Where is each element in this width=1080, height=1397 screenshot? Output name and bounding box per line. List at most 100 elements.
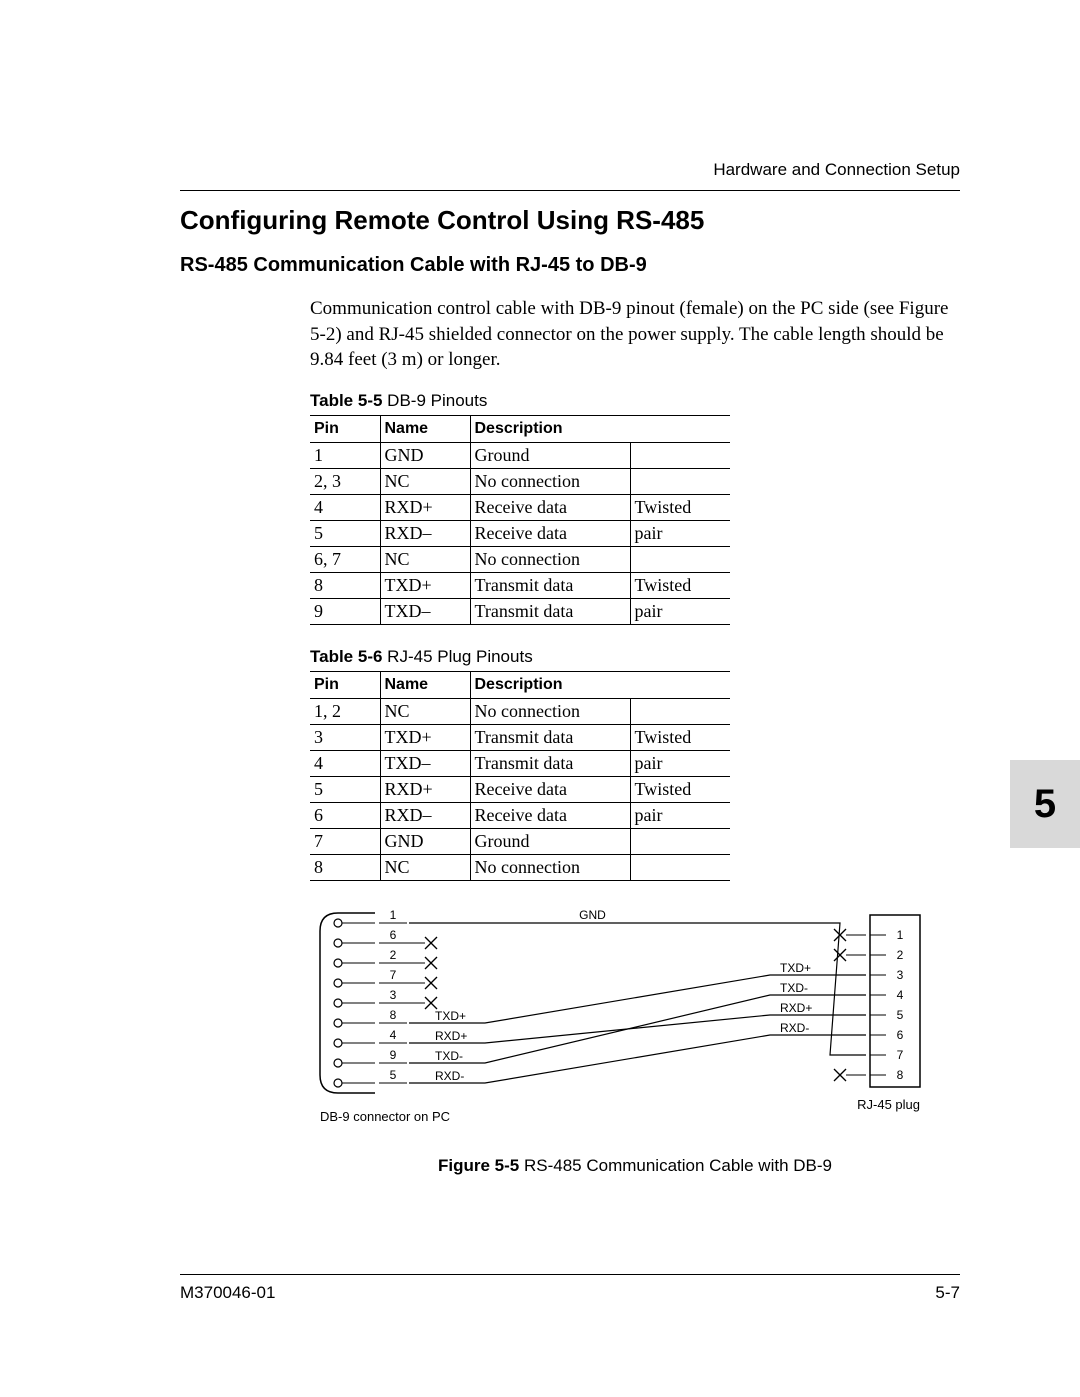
table-row: 6, 7NCNo connection bbox=[310, 546, 730, 572]
table-row: 4TXD–Transmit datapair bbox=[310, 750, 730, 776]
cell-pin: 5 bbox=[310, 520, 380, 546]
th-pin: Pin bbox=[310, 415, 380, 442]
svg-text:DB-9 connector on PC: DB-9 connector on PC bbox=[320, 1109, 450, 1124]
cell-pin: 7 bbox=[310, 828, 380, 854]
svg-text:GND: GND bbox=[579, 908, 606, 922]
cell-name: RXD+ bbox=[380, 776, 470, 802]
cell-desc: Receive data bbox=[470, 520, 630, 546]
cell-name: GND bbox=[380, 828, 470, 854]
cell-desc: Receive data bbox=[470, 802, 630, 828]
cell-pin: 2, 3 bbox=[310, 468, 380, 494]
table-row: 2, 3NCNo connection bbox=[310, 468, 730, 494]
cell-name: TXD+ bbox=[380, 572, 470, 598]
svg-text:RXD-: RXD- bbox=[435, 1069, 464, 1083]
svg-text:TXD+: TXD+ bbox=[780, 961, 811, 975]
cell-pin: 5 bbox=[310, 776, 380, 802]
cell-name: TXD– bbox=[380, 598, 470, 624]
table-header-row: Pin Name Description bbox=[310, 671, 730, 698]
cell-note bbox=[630, 546, 730, 572]
cell-name: NC bbox=[380, 546, 470, 572]
footer-page-number: 5-7 bbox=[935, 1283, 960, 1303]
table-db9-caption-label: Table 5-5 bbox=[310, 391, 382, 410]
cell-name: NC bbox=[380, 698, 470, 724]
footer-doc-number: M370046-01 bbox=[180, 1283, 275, 1303]
table-rj45: Pin Name Description 1, 2NCNo connection… bbox=[310, 671, 730, 881]
th-desc: Description bbox=[470, 415, 730, 442]
cell-pin: 1, 2 bbox=[310, 698, 380, 724]
cell-name: RXD– bbox=[380, 520, 470, 546]
cell-note bbox=[630, 468, 730, 494]
svg-text:2: 2 bbox=[897, 948, 904, 962]
cell-desc: Transmit data bbox=[470, 598, 630, 624]
cell-note bbox=[630, 854, 730, 880]
th-desc: Description bbox=[470, 671, 730, 698]
svg-text:RXD-: RXD- bbox=[780, 1021, 809, 1035]
svg-text:7: 7 bbox=[897, 1048, 904, 1062]
cell-pin: 6 bbox=[310, 802, 380, 828]
svg-text:6: 6 bbox=[390, 928, 397, 942]
cell-note: Twisted bbox=[630, 494, 730, 520]
cell-note bbox=[630, 442, 730, 468]
table-db9-caption-title: DB-9 Pinouts bbox=[387, 391, 487, 410]
th-name: Name bbox=[380, 671, 470, 698]
chapter-tab: 5 bbox=[1010, 760, 1080, 848]
svg-text:9: 9 bbox=[390, 1048, 397, 1062]
table-row: 9TXD–Transmit datapair bbox=[310, 598, 730, 624]
svg-text:2: 2 bbox=[390, 948, 397, 962]
svg-text:TXD-: TXD- bbox=[780, 981, 808, 995]
cell-desc: Receive data bbox=[470, 776, 630, 802]
svg-text:3: 3 bbox=[897, 968, 904, 982]
svg-text:1: 1 bbox=[390, 908, 397, 922]
table-db9-caption: Table 5-5 DB-9 Pinouts bbox=[310, 391, 960, 411]
table-row: 4RXD+Receive dataTwisted bbox=[310, 494, 730, 520]
cell-note: Twisted bbox=[630, 572, 730, 598]
svg-text:4: 4 bbox=[390, 1028, 397, 1042]
cell-name: NC bbox=[380, 468, 470, 494]
cell-desc: No connection bbox=[470, 468, 630, 494]
cell-desc: No connection bbox=[470, 698, 630, 724]
figure-caption-title: RS-485 Communication Cable with DB-9 bbox=[524, 1156, 832, 1175]
table-row: 8TXD+Transmit dataTwisted bbox=[310, 572, 730, 598]
table-header-row: Pin Name Description bbox=[310, 415, 730, 442]
table-row: 3TXD+Transmit dataTwisted bbox=[310, 724, 730, 750]
table-row: 1, 2NCNo connection bbox=[310, 698, 730, 724]
cell-pin: 9 bbox=[310, 598, 380, 624]
cell-note: pair bbox=[630, 750, 730, 776]
table-row: 5RXD–Receive datapair bbox=[310, 520, 730, 546]
table-row: 5RXD+Receive dataTwisted bbox=[310, 776, 730, 802]
section-title: Configuring Remote Control Using RS-485 bbox=[180, 205, 960, 236]
cell-note bbox=[630, 828, 730, 854]
svg-text:6: 6 bbox=[897, 1028, 904, 1042]
svg-text:8: 8 bbox=[390, 1008, 397, 1022]
svg-text:5: 5 bbox=[897, 1008, 904, 1022]
cell-pin: 8 bbox=[310, 854, 380, 880]
cell-note: pair bbox=[630, 520, 730, 546]
table-row: 8NCNo connection bbox=[310, 854, 730, 880]
svg-text:RJ-45 plug: RJ-45 plug bbox=[857, 1097, 920, 1112]
svg-text:8: 8 bbox=[897, 1068, 904, 1082]
table-row: 6RXD–Receive datapair bbox=[310, 802, 730, 828]
cell-name: NC bbox=[380, 854, 470, 880]
cell-pin: 8 bbox=[310, 572, 380, 598]
cell-pin: 4 bbox=[310, 494, 380, 520]
body-paragraph: Communication control cable with DB-9 pi… bbox=[310, 296, 960, 373]
cell-pin: 6, 7 bbox=[310, 546, 380, 572]
cell-pin: 1 bbox=[310, 442, 380, 468]
svg-text:3: 3 bbox=[390, 988, 397, 1002]
table-row: 7GNDGround bbox=[310, 828, 730, 854]
cell-note bbox=[630, 698, 730, 724]
cell-desc: Transmit data bbox=[470, 750, 630, 776]
wiring-diagram: 162738495RXD+RXD-TXD+TXD-12345678TXD+TXD… bbox=[310, 903, 930, 1143]
cell-note: pair bbox=[630, 598, 730, 624]
svg-text:RXD+: RXD+ bbox=[780, 1001, 812, 1015]
cell-pin: 3 bbox=[310, 724, 380, 750]
table-db9: Pin Name Description 1GNDGround2, 3NCNo … bbox=[310, 415, 730, 625]
cell-desc: No connection bbox=[470, 546, 630, 572]
top-rule bbox=[180, 190, 960, 191]
subsection-title: RS-485 Communication Cable with RJ-45 to… bbox=[180, 254, 960, 277]
table-rj45-caption: Table 5-6 RJ-45 Plug Pinouts bbox=[310, 647, 960, 667]
cell-name: TXD+ bbox=[380, 724, 470, 750]
page-footer: M370046-01 5-7 bbox=[180, 1274, 960, 1303]
table-rj45-caption-title: RJ-45 Plug Pinouts bbox=[387, 647, 533, 666]
table-rj45-caption-label: Table 5-6 bbox=[310, 647, 382, 666]
